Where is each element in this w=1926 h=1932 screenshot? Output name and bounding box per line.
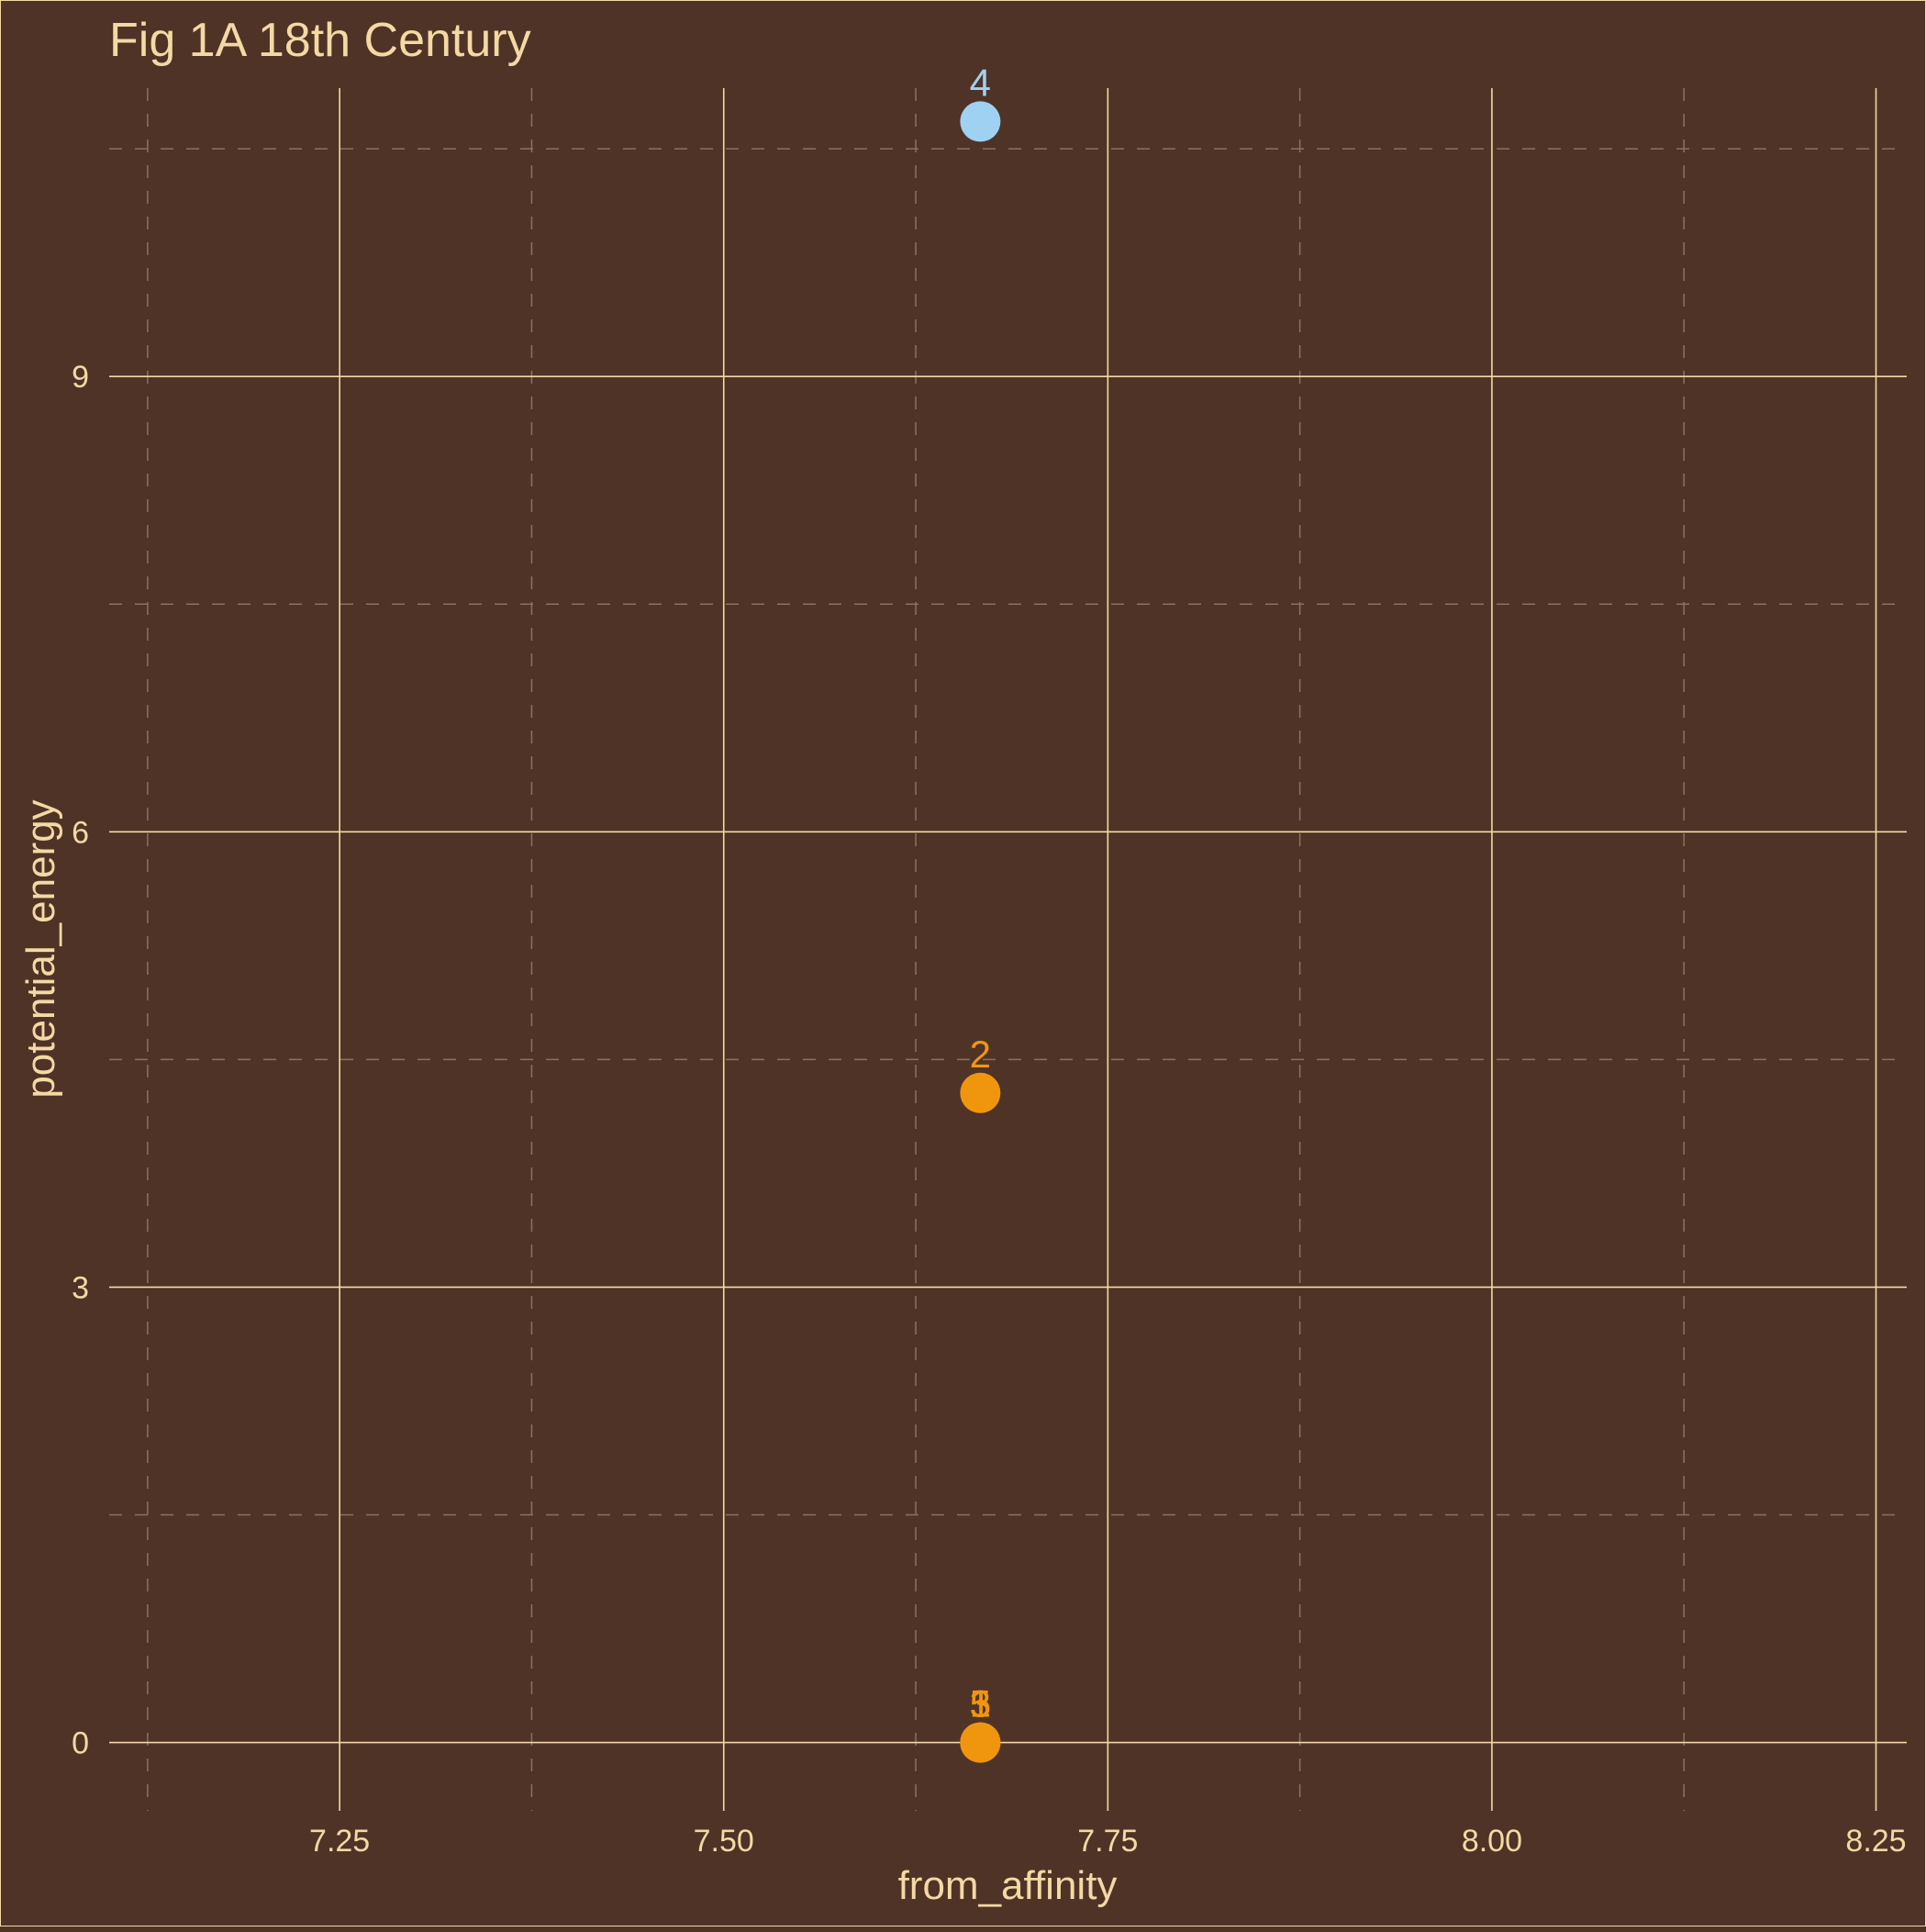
data-point xyxy=(960,1722,1001,1763)
major-grid xyxy=(109,88,1907,1811)
data-point-label: 5 xyxy=(970,1682,991,1725)
x-tick-label: 8.00 xyxy=(1462,1824,1522,1859)
data-point xyxy=(960,1072,1001,1113)
data-point-label: 2 xyxy=(970,1033,991,1076)
x-tick-label: 7.50 xyxy=(694,1824,754,1859)
y-tick-label: 9 xyxy=(72,360,89,395)
data-point-label: 4 xyxy=(970,61,991,104)
data-point-label: 3 xyxy=(970,1682,991,1725)
x-axis-label: from_affinity xyxy=(898,1863,1118,1908)
x-tick-label: 8.25 xyxy=(1845,1824,1906,1859)
x-axis-ticks: 7.25 7.50 7.75 8.00 8.25 xyxy=(309,1824,1907,1859)
point-labels: 135 2 4 xyxy=(970,61,991,1725)
y-axis-ticks: 0 3 6 9 xyxy=(72,360,89,1760)
minor-grid xyxy=(109,88,1907,1811)
y-tick-label: 6 xyxy=(72,815,89,850)
y-axis-label: potential_energy xyxy=(18,799,63,1098)
data-point-label: 1 xyxy=(970,1682,991,1725)
x-tick-label: 7.25 xyxy=(309,1824,370,1859)
x-tick-label: 7.75 xyxy=(1077,1824,1138,1859)
y-tick-label: 0 xyxy=(72,1726,89,1761)
data-points xyxy=(960,101,1001,1763)
data-point xyxy=(960,101,1001,142)
chart-title: Fig 1A 18th Century xyxy=(109,14,531,67)
y-tick-label: 3 xyxy=(72,1270,89,1305)
